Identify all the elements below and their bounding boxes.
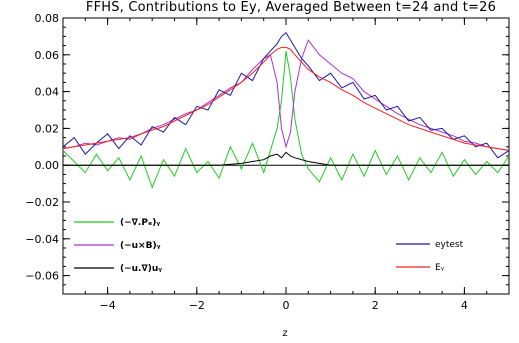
legend-label: (−u.∇)uᵧ [120,264,162,274]
y-tick-label: 0.02 [35,122,60,135]
legend: (−∇.Pₑ)ᵧ (−u×B)ᵧ (−u.∇)uᵧ eytest Eᵧ [74,218,464,274]
axis-ticks: −4 −2 0 2 4 0.08 0.06 0.04 0.02 0.00 −0.02 −0.04 −0.… [25,12,510,312]
series-layer [62,31,510,189]
legend-label: (−u×B)ᵧ [120,241,161,251]
y-tick-label: 0.06 [35,49,60,62]
x-tick-label: −4 [99,299,115,312]
y-tick-label: −0.02 [25,196,59,209]
legend-label: eytest [435,240,464,250]
series-line-2 [63,151,509,166]
x-tick-label: 0 [283,299,290,312]
chart-title: FFHS, Contributions to Ey, Averaged Betw… [86,0,496,15]
legend-label: (−∇.Pₑ)ᵧ [120,218,160,228]
y-tick-label: −0.06 [25,270,59,283]
x-tick-label: 2 [372,299,379,312]
series-line-4 [62,46,510,151]
x-tick-label: 4 [461,299,468,312]
series-line-0 [62,51,510,189]
y-tick-label: 0.08 [35,12,60,25]
series-line-3 [62,31,510,159]
y-tick-label: 0.00 [35,159,60,172]
x-tick-label: −2 [189,299,205,312]
legend-label: Eᵧ [435,263,445,273]
y-tick-label: −0.04 [25,233,59,246]
series-line-1 [62,39,510,151]
y-tick-label: 0.04 [35,86,60,99]
x-axis-label: z [282,328,287,339]
